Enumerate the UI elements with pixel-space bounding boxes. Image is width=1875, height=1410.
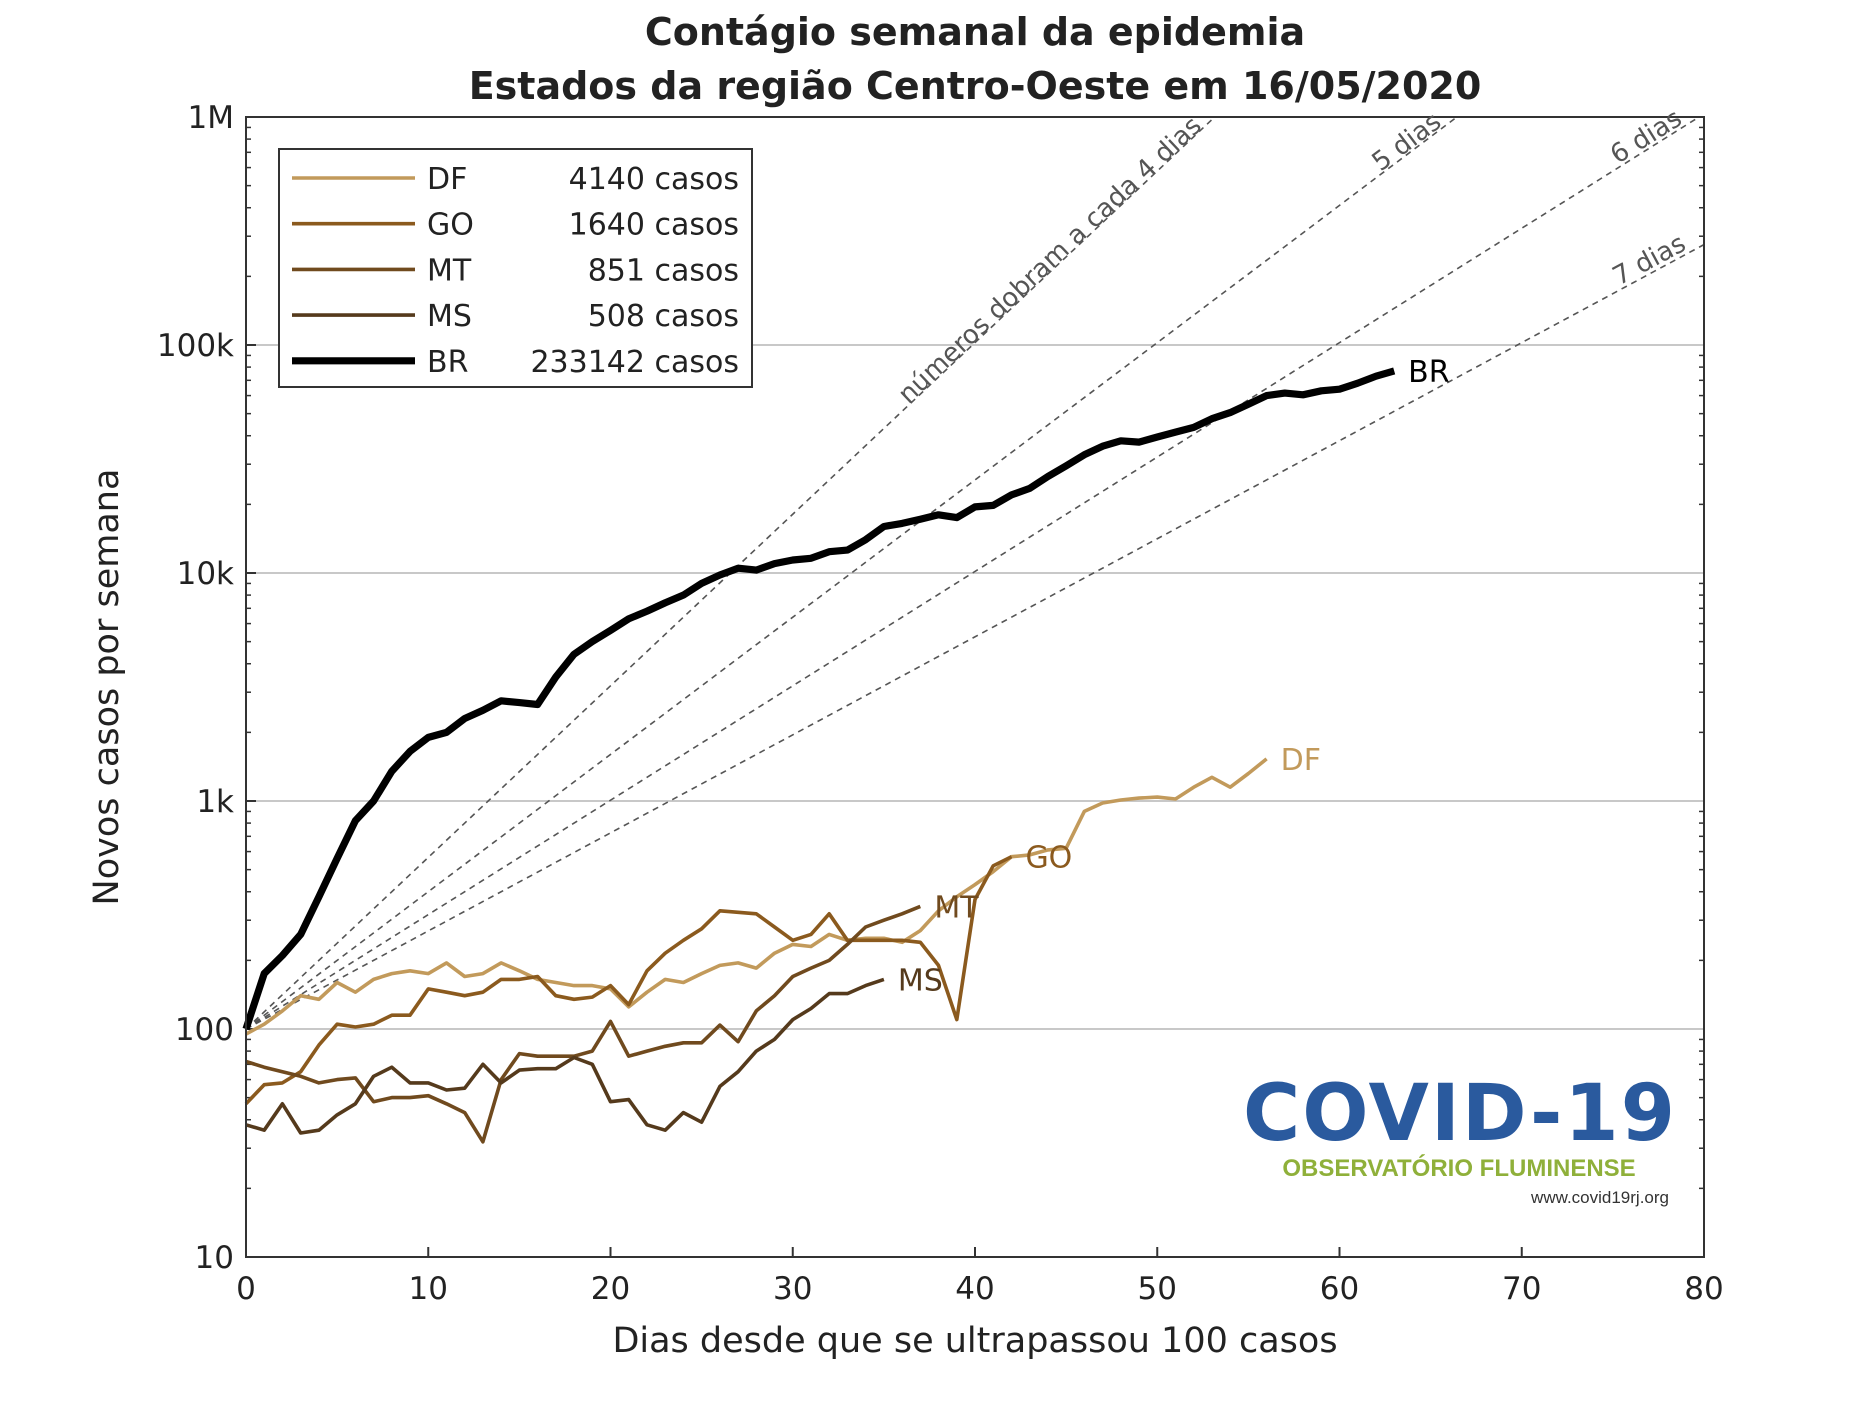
series-line: [245, 757, 1268, 1036]
series-end-label: GO: [1025, 841, 1072, 876]
series-line: [245, 904, 921, 1144]
legend-label: MS: [427, 299, 472, 334]
y-tick-label: 10: [195, 1240, 234, 1276]
logo: COVID-19 OBSERVATÓRIO FLUMINENSE www.cov…: [1243, 1069, 1677, 1207]
x-tick-label: 20: [591, 1271, 630, 1307]
x-tick-label: 40: [955, 1271, 994, 1307]
y-tick-label: 1M: [188, 100, 234, 136]
series-line: [244, 855, 1013, 1106]
y-tick-label: 10k: [177, 556, 234, 592]
x-tick-label: 10: [409, 1271, 448, 1307]
chart-title: Contágio semanal da epidemia: [645, 10, 1305, 54]
series-end-label: MS: [898, 963, 943, 998]
legend-label: GO: [427, 208, 474, 243]
x-tick-label: 60: [1320, 1271, 1359, 1307]
y-tick-label: 100: [175, 1012, 234, 1048]
series-line: [242, 367, 1396, 1031]
legend-total: 233142 casos: [530, 345, 739, 380]
y-axis-label: Novos casos por semana: [87, 469, 127, 906]
axes-box: [245, 116, 1705, 1258]
x-tick-label: 30: [773, 1271, 812, 1307]
series-line: [245, 977, 885, 1135]
series-end-label: BR: [1408, 355, 1449, 390]
legend-total: 851 casos: [588, 253, 739, 288]
logo-url: www.covid19rj.org: [1530, 1188, 1669, 1207]
series-end-label: DF: [1281, 743, 1321, 778]
x-tick-label: 80: [1684, 1271, 1723, 1307]
reference-lines: [246, 117, 1704, 1030]
logo-title: COVID-19: [1243, 1069, 1677, 1159]
legend-label: DF: [427, 162, 467, 197]
doubling-line: [246, 243, 1704, 1030]
y-tick-label: 100k: [157, 328, 234, 364]
doubling-line: [246, 117, 1701, 1030]
x-tick-label: 0: [236, 1271, 256, 1307]
series-lines: [242, 367, 1396, 1144]
logo-subtitle: OBSERVATÓRIO FLUMINENSE: [1282, 1154, 1635, 1182]
legend: DF 4140 casos GO 1640 casos MT 851 casos MS 508…: [278, 148, 753, 388]
x-tick-label: 70: [1502, 1271, 1541, 1307]
legend-total: 508 casos: [588, 299, 739, 334]
doubling-line: [246, 117, 1216, 1030]
legend-label: MT: [427, 253, 472, 288]
legend-label: BR: [427, 345, 468, 380]
x-tick-label: 50: [1138, 1271, 1177, 1307]
chart-subtitle: Estados da região Centro-Oeste em 16/05/…: [469, 64, 1482, 108]
series-end-label: MT: [934, 890, 979, 925]
legend-total: 1640 casos: [569, 208, 739, 243]
x-axis-label: Dias desde que se ultrapassou 100 casos: [612, 1321, 1337, 1361]
legend-total: 4140 casos: [569, 162, 739, 197]
y-tick-label: 1k: [196, 784, 234, 820]
